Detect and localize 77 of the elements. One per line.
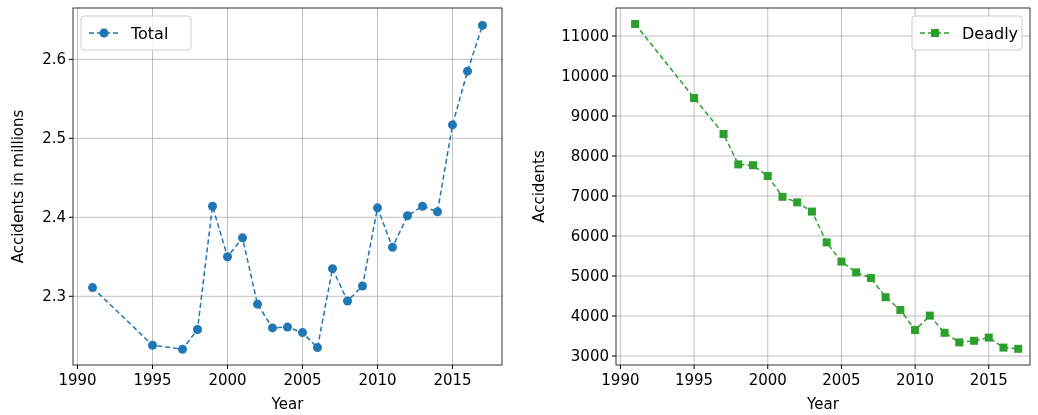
point xyxy=(478,20,487,30)
point xyxy=(955,338,964,347)
point xyxy=(984,333,993,342)
point xyxy=(343,296,352,306)
x-tick-label: 2000 xyxy=(748,371,787,389)
point xyxy=(208,201,217,211)
point xyxy=(690,94,699,102)
x-tick-label: 2015 xyxy=(969,371,1008,389)
point xyxy=(852,268,861,277)
point xyxy=(463,66,472,76)
y-tick-label: 8000 xyxy=(570,147,609,165)
point xyxy=(896,306,905,314)
x-tick-label: 1990 xyxy=(601,371,640,389)
point xyxy=(148,340,157,350)
x-tick-label: 1990 xyxy=(58,371,97,389)
point xyxy=(793,198,802,207)
point xyxy=(328,264,337,274)
x-axis-title: Year xyxy=(270,395,305,413)
point xyxy=(88,283,97,293)
point xyxy=(749,161,758,170)
point xyxy=(388,242,397,252)
y-tick-label: 2.3 xyxy=(42,287,66,306)
point xyxy=(734,160,743,169)
y-tick-label: 4000 xyxy=(570,307,609,325)
point xyxy=(268,323,277,333)
x-tick-label: 2015 xyxy=(433,371,472,389)
point xyxy=(925,311,934,320)
point xyxy=(866,274,875,282)
point xyxy=(418,201,427,211)
y-tick-label: 7000 xyxy=(570,187,609,205)
point xyxy=(631,20,640,28)
y-tick-label: 2.4 xyxy=(42,208,66,227)
point xyxy=(238,233,247,243)
point xyxy=(313,343,322,353)
point xyxy=(283,322,292,332)
point xyxy=(253,299,262,309)
point xyxy=(298,328,307,338)
point xyxy=(178,344,187,354)
y-axis-title: Accidents xyxy=(530,150,548,223)
point xyxy=(807,207,816,216)
y-tick-label: 6000 xyxy=(570,227,609,245)
x-tick-label: 2010 xyxy=(895,371,935,389)
point xyxy=(223,252,232,262)
point xyxy=(940,328,949,337)
legend-label: Total xyxy=(130,24,169,43)
legend-label: Deadly xyxy=(962,24,1019,43)
y-tick-label: 2.6 xyxy=(42,50,66,69)
y-tick-label: 10000 xyxy=(561,67,609,85)
point xyxy=(822,238,831,247)
point xyxy=(373,203,382,213)
y-tick-label: 9000 xyxy=(570,107,609,125)
x-axis-title: Year xyxy=(806,395,840,413)
point xyxy=(763,172,772,180)
point xyxy=(837,257,846,266)
point xyxy=(1014,344,1023,353)
x-tick-label: 2005 xyxy=(283,371,322,389)
point xyxy=(719,130,728,138)
point xyxy=(881,293,890,302)
point xyxy=(403,211,412,221)
y-tick-label: 5000 xyxy=(570,267,609,285)
point xyxy=(778,192,787,201)
point xyxy=(433,207,442,217)
point xyxy=(448,120,457,130)
x-tick-label: 2000 xyxy=(208,371,247,389)
y-tick-label: 11000 xyxy=(561,27,609,45)
x-tick-label: 1995 xyxy=(133,371,172,389)
point xyxy=(970,336,979,345)
y-tick-label: 3000 xyxy=(570,347,609,365)
point xyxy=(911,326,920,334)
x-tick-label: 1995 xyxy=(674,371,714,389)
point xyxy=(358,281,367,291)
y-axis-title: Accidents in millions xyxy=(9,109,27,264)
x-tick-label: 2005 xyxy=(822,371,861,389)
x-tick-label: 2010 xyxy=(358,371,397,389)
point xyxy=(193,324,202,334)
point xyxy=(999,343,1008,352)
y-tick-label: 2.5 xyxy=(42,129,66,148)
